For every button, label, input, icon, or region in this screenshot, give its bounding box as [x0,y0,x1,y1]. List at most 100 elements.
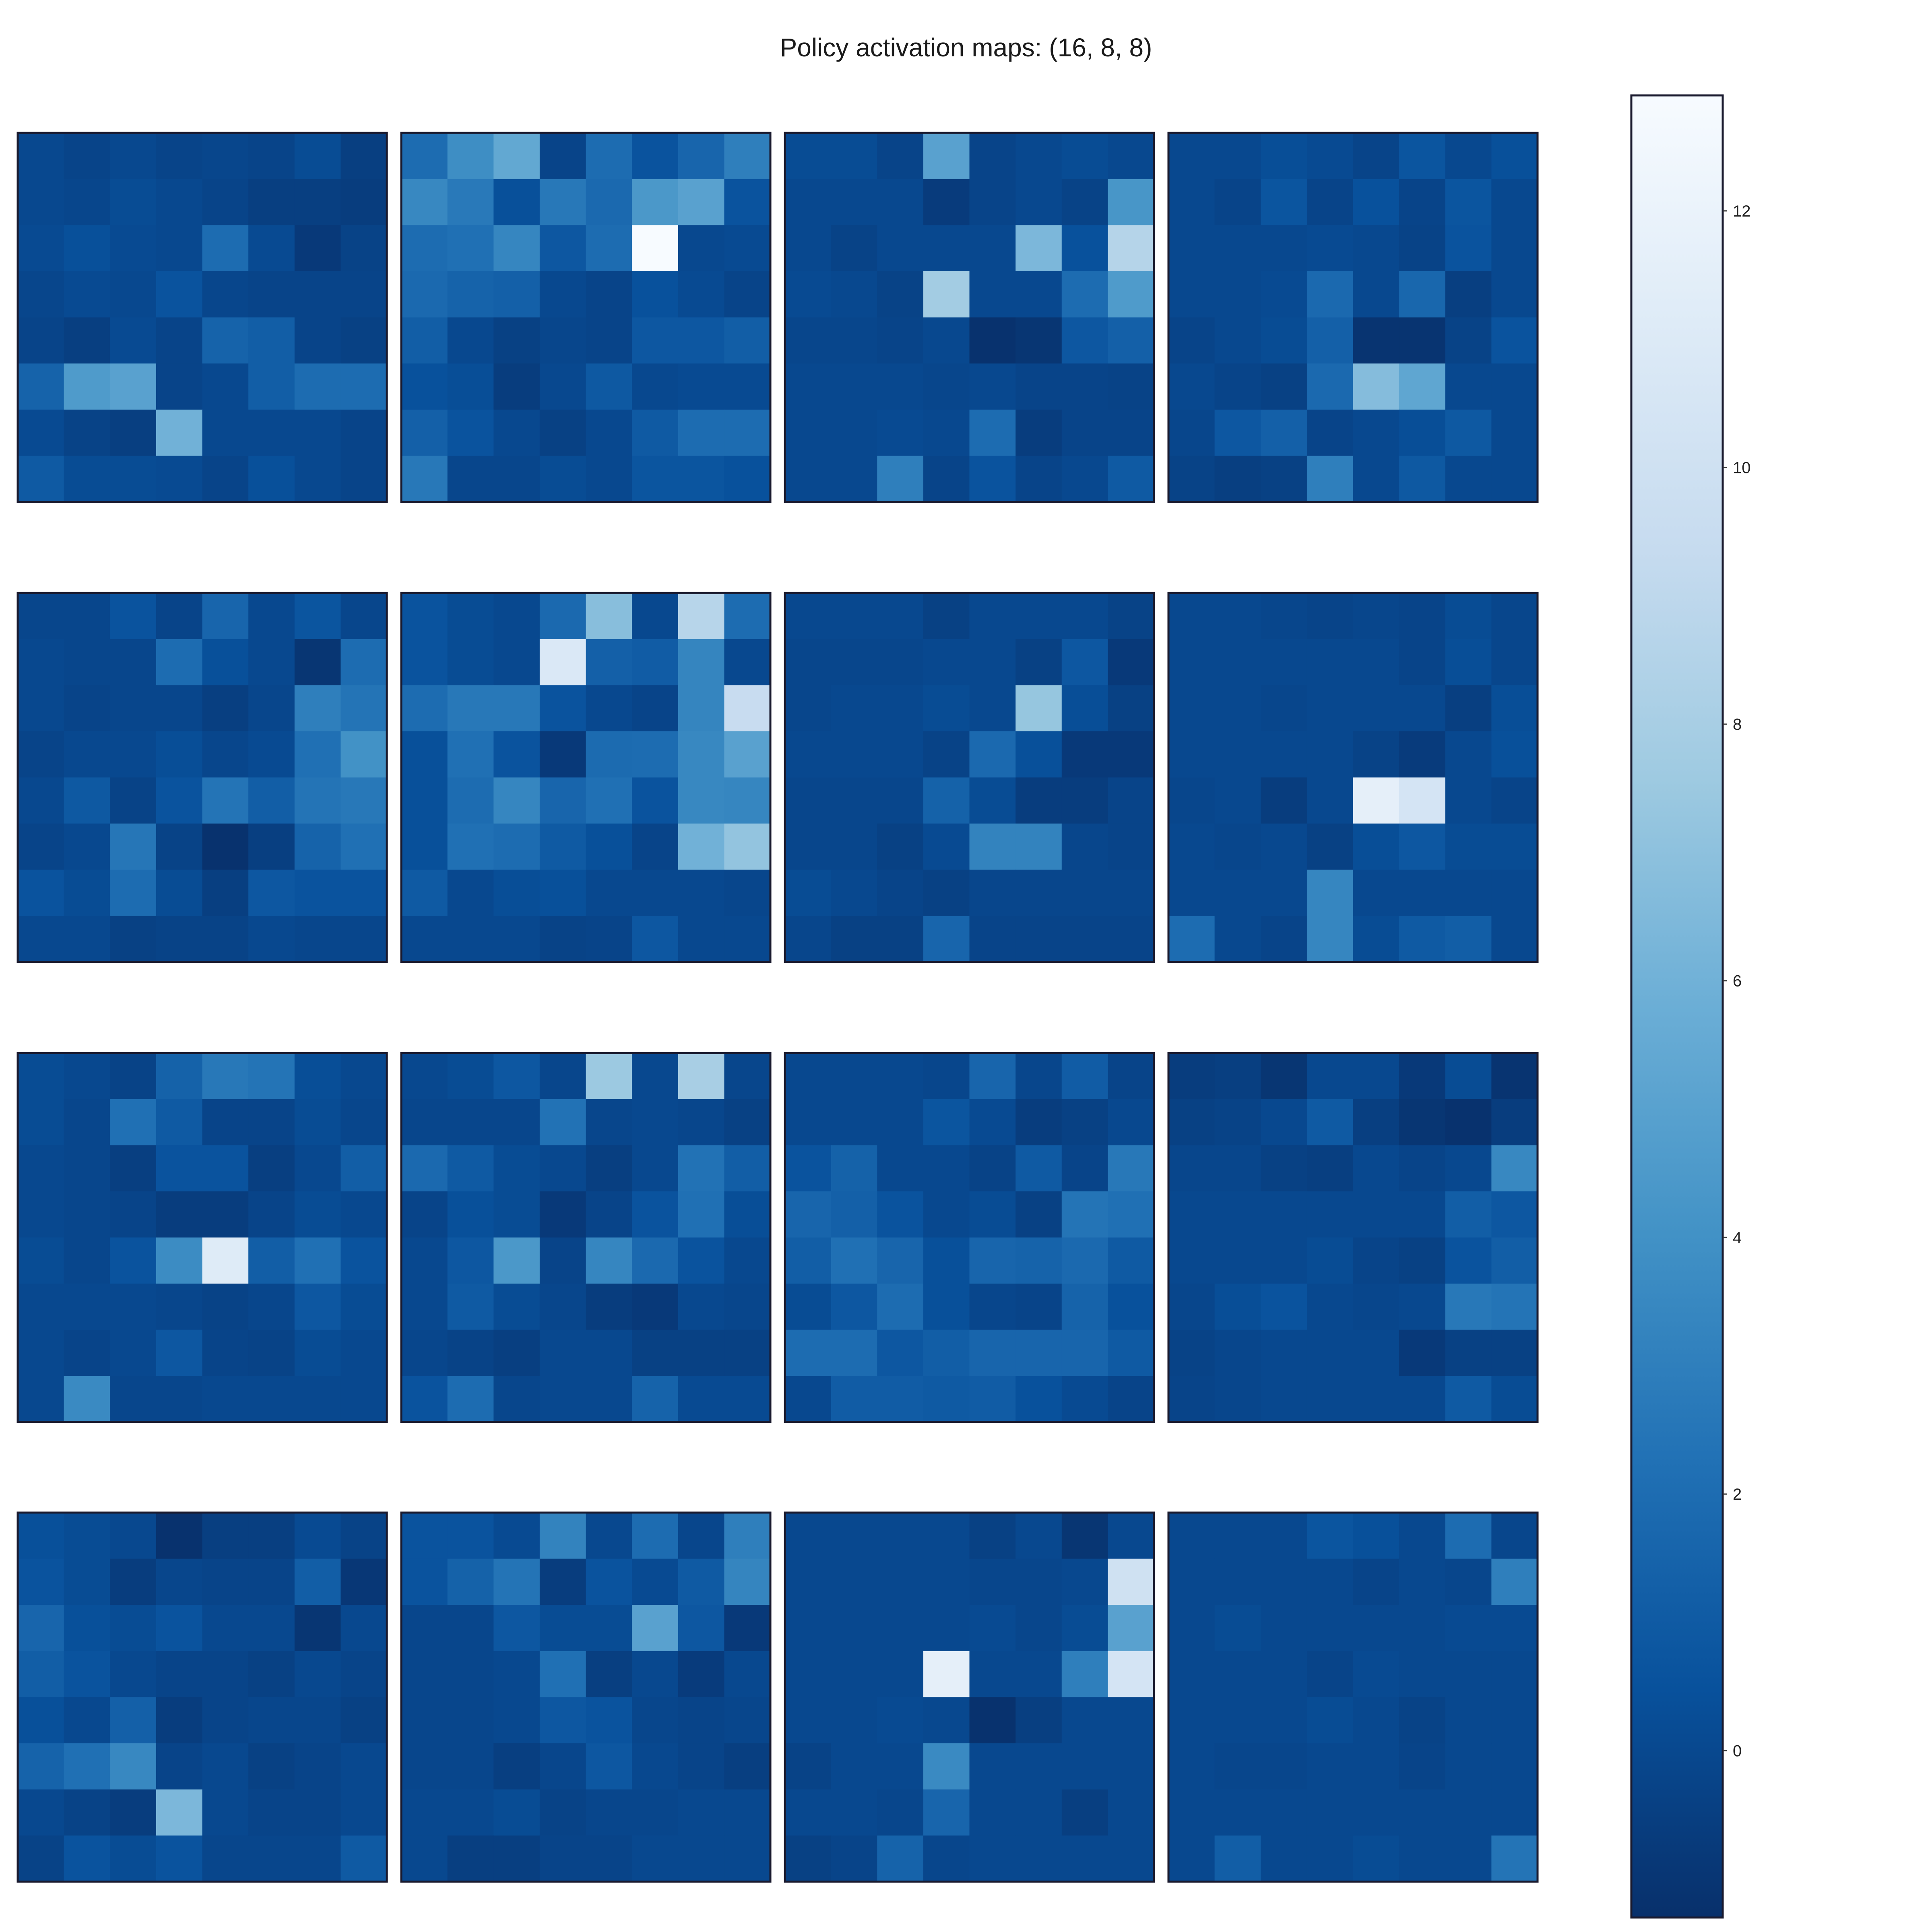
heatmap-cell [785,824,832,870]
heatmap-cell [539,1743,586,1790]
heatmap-cell [401,824,448,870]
heatmap-cell [1016,1191,1062,1238]
heatmap-cell [1353,1237,1399,1284]
heatmap-cell [1214,685,1261,732]
heatmap-cell [877,1835,924,1882]
heatmap-cell [678,179,724,225]
heatmap-cell [632,1237,679,1284]
heatmap-cell [341,133,387,180]
heatmap-cell [586,731,632,778]
heatmap-cell [110,225,157,272]
heatmap-cell [1399,409,1446,456]
heatmap-cell [1261,593,1307,640]
heatmap-cell [923,1743,970,1790]
heatmap-cell [294,1376,341,1422]
heatmap-cell [724,1237,771,1284]
heatmap-cell [1491,1605,1538,1651]
heatmap-cell [1016,1145,1062,1192]
heatmap-cell [1307,363,1354,410]
heatmap-cell [1261,731,1307,778]
heatmap-cell [401,1099,448,1146]
heatmap-cell [401,1835,448,1882]
heatmap-cell [401,1145,448,1192]
heatmap-cell [294,409,341,456]
heatmap-cell [724,1191,771,1238]
heatmap-cell [1168,1835,1215,1882]
heatmap-cell [1491,409,1538,456]
heatmap-cell [877,317,924,364]
heatmap-cell [110,1513,157,1559]
heatmap-cell [202,179,249,225]
heatmap-cell [1214,1697,1261,1744]
heatmap-cell [1491,1558,1538,1605]
heatmap-cell [1061,456,1108,502]
heatmap-cell [1168,1145,1215,1192]
heatmap-cell [447,916,494,962]
heatmap-cell [632,916,679,962]
heatmap-cell [785,1789,832,1836]
heatmap-cell [1168,916,1215,962]
heatmap-cell [1108,409,1154,456]
heatmap-cell [110,639,157,685]
heatmap-cell [493,869,540,916]
heatmap-cell [1491,1329,1538,1376]
heatmap-cell [632,593,679,640]
heatmap-cell [1214,1191,1261,1238]
heatmap-cell [1108,1558,1154,1605]
heatmap-cell [1445,271,1492,318]
heatmap-cell [923,916,970,962]
heatmap-cell [1399,916,1446,962]
heatmap-cell [1261,179,1307,225]
heatmap-cell [202,1053,249,1100]
heatmap-cell [1214,1558,1261,1605]
heatmap-cell [1168,1789,1215,1836]
heatmap-cell [1399,133,1446,180]
heatmap-cell [678,685,724,732]
heatmap-cell [202,1558,249,1605]
heatmap-cell [1168,1284,1215,1330]
heatmap-cell [1445,1605,1492,1651]
heatmap-cell [64,1284,110,1330]
heatmap-cell [341,1651,387,1698]
heatmap-cell [248,1697,295,1744]
heatmap-cell [110,731,157,778]
heatmap-cell [1108,1835,1154,1882]
heatmap-cell [539,271,586,318]
heatmap-cell [724,1743,771,1790]
heatmap-cell [539,1697,586,1744]
heatmap-cell [110,456,157,502]
heatmap-cell [923,363,970,410]
heatmap-cell [401,363,448,410]
heatmap-panel-11 [784,1052,1155,1423]
heatmap-cell [586,1605,632,1651]
heatmap-cell [877,731,924,778]
heatmap-cell [877,1513,924,1559]
heatmap-frame [400,1511,772,1883]
heatmap-cell [831,1558,877,1605]
heatmap-cell [923,1697,970,1744]
heatmap-cell [202,916,249,962]
heatmap-cell [1353,363,1399,410]
heatmap-cell [1168,869,1215,916]
heatmap-cell [1261,317,1307,364]
heatmap-cell [156,639,203,685]
heatmap-cell [341,1558,387,1605]
heatmap-cell [678,1789,724,1836]
heatmap-cell [1016,225,1062,272]
heatmap-cell [64,1835,110,1882]
heatmap-cell [1261,1191,1307,1238]
heatmap-cell [64,1376,110,1422]
heatmap-cell [1261,1835,1307,1882]
heatmap-cell [724,271,771,318]
heatmap-cell [1168,317,1215,364]
heatmap-cell [493,1697,540,1744]
heatmap-cell [341,363,387,410]
heatmap-cell [1399,1789,1446,1836]
heatmap-cell [64,869,110,916]
heatmap-cell [294,824,341,870]
heatmap-cell [64,1329,110,1376]
heatmap-cell [1016,1284,1062,1330]
heatmap-cell [1168,1053,1215,1100]
heatmap-cell [877,363,924,410]
heatmap-cell [294,1835,341,1882]
